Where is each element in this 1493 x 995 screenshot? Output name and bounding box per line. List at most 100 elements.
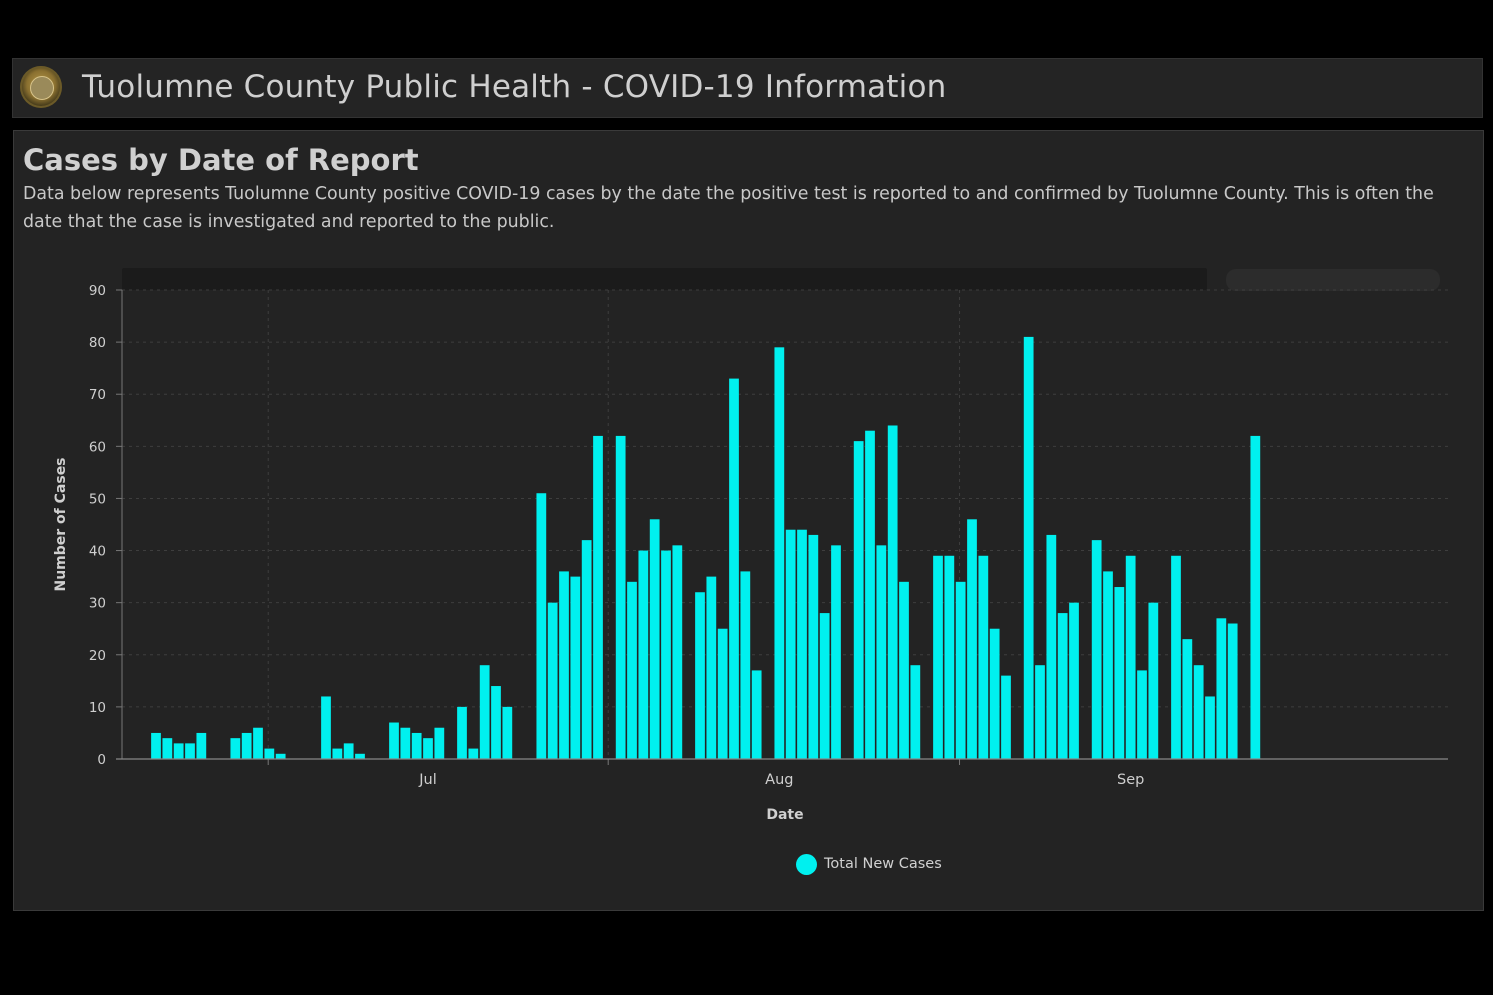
bar <box>502 706 513 759</box>
y-axis-title: Number of Cases <box>53 457 69 591</box>
y-tick-label: 50 <box>89 491 106 507</box>
bar <box>797 529 807 759</box>
bar <box>729 378 739 759</box>
bar <box>1091 540 1102 759</box>
bar <box>1250 435 1261 759</box>
bar <box>661 550 671 759</box>
bar <box>1193 665 1204 759</box>
county-seal-logo <box>20 66 62 108</box>
bar <box>241 732 252 759</box>
bar <box>627 581 637 759</box>
app-title: Tuolumne County Public Health - COVID-19… <box>82 69 947 105</box>
bar <box>967 519 977 759</box>
bar <box>389 722 399 759</box>
bar <box>774 347 785 759</box>
chart-scrollbar-thumb[interactable] <box>1226 269 1440 291</box>
bar <box>887 425 898 759</box>
bar <box>808 534 819 759</box>
bar <box>593 435 603 759</box>
y-tick-label: 80 <box>89 335 106 351</box>
bar <box>559 571 569 759</box>
bar <box>230 738 241 759</box>
bar <box>1046 534 1057 759</box>
bar <box>196 732 207 759</box>
bar <box>955 581 966 759</box>
bar <box>434 727 445 759</box>
bar <box>343 743 354 759</box>
chart-scrollbar-track[interactable] <box>122 268 1207 290</box>
bar <box>831 545 841 759</box>
bar <box>468 748 479 759</box>
bar <box>910 665 921 759</box>
bar <box>740 571 751 759</box>
bar-chart: 0 10 20 30 40 50 60 70 80 90 Jul Aug Sep Date Number o… <box>53 283 1448 823</box>
panel-title: Cases by Date of Report <box>23 143 419 177</box>
bar <box>1069 602 1079 759</box>
bar <box>853 441 864 759</box>
bar <box>1023 336 1034 759</box>
bar <box>876 545 887 759</box>
bar <box>275 753 286 759</box>
bar <box>332 748 343 759</box>
bar <box>672 545 683 759</box>
bar <box>989 628 1000 759</box>
app-header: Tuolumne County Public Health - COVID-19… <box>12 58 1483 118</box>
bar <box>185 743 195 759</box>
bar <box>717 628 728 759</box>
bar <box>457 706 467 759</box>
bar <box>649 519 660 759</box>
bar <box>785 529 796 759</box>
bar <box>1114 587 1125 759</box>
bar <box>944 555 955 759</box>
bar <box>1205 696 1215 759</box>
bar <box>423 738 433 759</box>
bar <box>1227 623 1238 759</box>
bar <box>1148 602 1159 759</box>
x-axis-title: Date <box>766 807 803 823</box>
bar <box>1171 555 1181 759</box>
bar <box>173 743 184 759</box>
y-tick-label: 40 <box>89 544 106 560</box>
bar <box>479 665 490 759</box>
y-tick-label: 60 <box>89 439 106 455</box>
bar <box>1057 613 1068 759</box>
bar <box>570 576 581 759</box>
y-tick-label: 30 <box>89 596 106 612</box>
legend-swatch <box>796 853 817 875</box>
bar <box>581 540 592 759</box>
bar <box>819 613 830 759</box>
bar <box>933 555 943 759</box>
bar <box>638 550 649 759</box>
bar <box>751 670 762 759</box>
panel-description: Data below represents Tuolumne County po… <box>23 184 1434 232</box>
bar <box>547 602 558 759</box>
bar <box>1035 665 1045 759</box>
legend-label: Total New Cases <box>824 856 942 872</box>
y-tick-label: 0 <box>97 752 106 768</box>
bar <box>1137 670 1147 759</box>
bar <box>899 581 909 759</box>
bar <box>411 732 422 759</box>
bar <box>264 748 275 759</box>
y-tick-label: 10 <box>89 700 106 716</box>
bar <box>1103 571 1113 759</box>
bar <box>1001 675 1011 759</box>
bar <box>706 576 717 759</box>
chart-legend[interactable]: Total New Cases <box>796 853 942 875</box>
chart-panel: Cases by Date of Report Data below repre… <box>13 130 1484 911</box>
bar <box>355 753 365 759</box>
bar <box>253 727 263 759</box>
bar <box>321 696 331 759</box>
bar <box>491 686 501 759</box>
bar <box>1182 639 1193 759</box>
x-tick-label: Sep <box>1117 772 1144 788</box>
x-tick-label: Jul <box>418 772 437 788</box>
bar <box>695 592 705 759</box>
bar <box>1216 618 1227 759</box>
bar <box>978 555 989 759</box>
x-tick-label: Aug <box>765 772 793 788</box>
bar <box>151 732 161 759</box>
y-tick-label: 90 <box>89 283 106 299</box>
bar <box>400 727 411 759</box>
bar <box>865 430 875 759</box>
